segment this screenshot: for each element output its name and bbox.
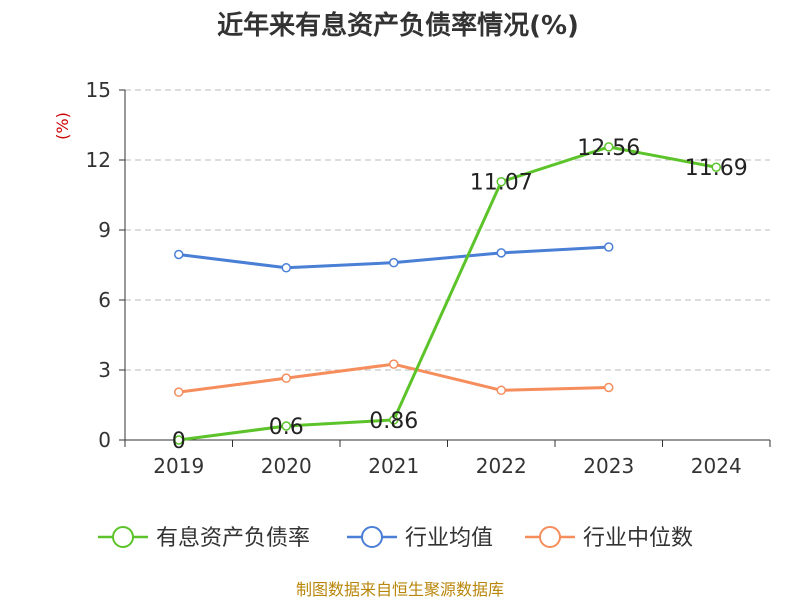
y-tick-label: 12 xyxy=(86,148,111,172)
legend-label: 行业均值 xyxy=(405,526,493,551)
x-tick-label: 2020 xyxy=(261,454,312,478)
data-label: 0.6 xyxy=(269,415,304,440)
data-label: 12.56 xyxy=(577,136,640,161)
legend-label: 行业中位数 xyxy=(583,526,693,551)
data-point xyxy=(389,257,399,268)
series-lines xyxy=(174,142,721,445)
y-tick-label: 15 xyxy=(86,78,111,102)
x-tick-label: 2023 xyxy=(583,454,634,478)
legend-marker xyxy=(361,526,383,548)
axes xyxy=(119,89,771,447)
data-point xyxy=(174,249,184,260)
legend-marker xyxy=(539,526,561,548)
data-labels: 0 0.6 0.86 11.07 12.56 11.69 xyxy=(172,136,748,454)
data-point xyxy=(604,142,614,152)
chart-title: 近年来有息资产负债率情况(%) xyxy=(217,10,579,41)
data-label: 0.86 xyxy=(369,409,418,434)
y-axis-unit: (%) xyxy=(53,112,72,140)
data-point xyxy=(604,242,614,252)
data-point xyxy=(281,373,291,383)
data-point xyxy=(174,387,184,397)
legend-marker xyxy=(112,526,134,548)
grid-lines xyxy=(125,89,770,371)
y-tick-label: 6 xyxy=(98,288,111,312)
legend-item-1[interactable]: 行业均值 xyxy=(347,526,493,551)
data-point xyxy=(281,263,291,273)
data-point xyxy=(389,415,399,425)
data-point xyxy=(174,435,184,445)
series-line-0 xyxy=(178,145,717,442)
data-label: 11.69 xyxy=(685,156,748,181)
data-point xyxy=(496,176,506,187)
y-tick-label: 9 xyxy=(98,218,111,242)
data-point xyxy=(281,421,291,431)
x-tick-label: 2024 xyxy=(691,454,742,478)
x-tick-labels: 2019 2020 2021 2022 2023 2024 xyxy=(153,454,741,478)
x-tick-label: 2022 xyxy=(476,454,527,478)
data-point xyxy=(711,162,721,172)
data-label: 11.07 xyxy=(470,171,533,196)
data-point xyxy=(496,248,506,258)
y-tick-labels: 0 3 6 9 12 15 xyxy=(86,78,111,452)
legend-item-0[interactable]: 有息资产负债率 xyxy=(98,526,310,551)
legend-item-2[interactable]: 行业中位数 xyxy=(525,526,693,551)
x-tick-label: 2019 xyxy=(153,454,204,478)
legend-label: 有息资产负债率 xyxy=(156,526,310,551)
data-point xyxy=(389,359,399,369)
data-point xyxy=(496,385,506,396)
y-tick-label: 0 xyxy=(98,428,111,452)
y-tick-label: 3 xyxy=(98,358,111,382)
data-point xyxy=(604,382,614,393)
data-label: 0 xyxy=(172,429,186,454)
x-tick-label: 2021 xyxy=(368,454,419,478)
source-note: 制图数据来自恒生聚源数据库 xyxy=(296,580,504,599)
legend[interactable]: 有息资产负债率 行业均值 行业中位数 xyxy=(98,526,693,551)
